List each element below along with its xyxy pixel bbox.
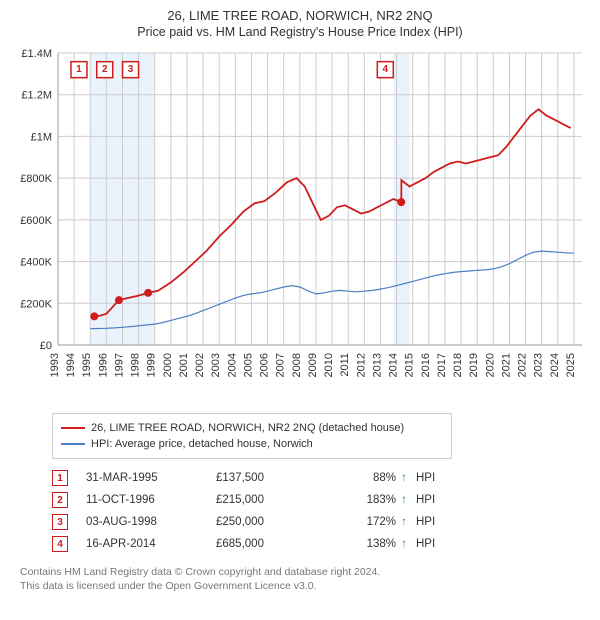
sales-row: 1 31-MAR-1995£137,50088%↑HPI: [52, 467, 590, 489]
svg-text:2014: 2014: [388, 353, 400, 377]
sale-marker-badge: 1: [52, 470, 68, 486]
svg-text:2016: 2016: [420, 353, 432, 377]
svg-text:2000: 2000: [162, 353, 174, 377]
svg-text:£1M: £1M: [31, 131, 52, 143]
sale-marker-badge: 3: [52, 514, 68, 530]
svg-text:1993: 1993: [49, 353, 61, 377]
legend-label-property: 26, LIME TREE ROAD, NORWICH, NR2 2NQ (de…: [91, 420, 404, 436]
footer-line-1: Contains HM Land Registry data © Crown c…: [20, 565, 590, 579]
svg-text:2002: 2002: [194, 353, 206, 377]
legend-item-hpi: HPI: Average price, detached house, Norw…: [61, 436, 443, 452]
sale-price: £137,500: [216, 472, 326, 484]
chart-page: 26, LIME TREE ROAD, NORWICH, NR2 2NQ Pri…: [0, 0, 600, 599]
svg-text:1995: 1995: [81, 353, 93, 377]
svg-text:£200K: £200K: [20, 298, 52, 310]
svg-text:2003: 2003: [210, 353, 222, 377]
svg-text:2023: 2023: [533, 353, 545, 377]
svg-text:2011: 2011: [339, 353, 351, 377]
page-title: 26, LIME TREE ROAD, NORWICH, NR2 2NQ: [10, 8, 590, 23]
svg-text:2018: 2018: [452, 353, 464, 377]
svg-text:2006: 2006: [259, 353, 271, 377]
svg-text:2025: 2025: [565, 353, 577, 377]
up-arrow-icon: ↑: [396, 516, 412, 528]
sales-row: 2 11-OCT-1996£215,000183%↑HPI: [52, 489, 590, 511]
sale-date: 16-APR-2014: [86, 538, 216, 550]
sale-date: 03-AUG-1998: [86, 516, 216, 528]
svg-text:1994: 1994: [65, 353, 77, 377]
svg-text:2022: 2022: [517, 353, 529, 377]
svg-text:2017: 2017: [436, 353, 448, 377]
sale-pct: 183%: [326, 494, 396, 506]
sale-pct: 138%: [326, 538, 396, 550]
sale-price: £250,000: [216, 516, 326, 528]
svg-text:2005: 2005: [242, 353, 254, 377]
page-subtitle: Price paid vs. HM Land Registry's House …: [10, 25, 590, 39]
legend-swatch-red: [61, 427, 85, 429]
svg-text:2004: 2004: [226, 353, 238, 377]
sale-date: 31-MAR-1995: [86, 472, 216, 484]
footer-line-2: This data is licensed under the Open Gov…: [20, 579, 590, 593]
legend-swatch-blue: [61, 443, 85, 445]
sale-hpi-label: HPI: [412, 494, 435, 506]
sale-date: 11-OCT-1996: [86, 494, 216, 506]
sale-pct: 88%: [326, 472, 396, 484]
svg-text:2008: 2008: [291, 353, 303, 377]
sale-marker-badge: 4: [52, 536, 68, 552]
footer-attribution: Contains HM Land Registry data © Crown c…: [20, 565, 590, 593]
svg-text:1998: 1998: [130, 353, 142, 377]
legend-label-hpi: HPI: Average price, detached house, Norw…: [91, 436, 313, 452]
sales-table: 131-MAR-1995£137,50088%↑HPI211-OCT-1996£…: [52, 467, 590, 555]
sales-row: 4 16-APR-2014£685,000138%↑HPI: [52, 533, 590, 555]
svg-text:1997: 1997: [113, 353, 125, 377]
svg-text:2020: 2020: [484, 353, 496, 377]
svg-text:£1.4M: £1.4M: [21, 48, 52, 60]
sale-pct: 172%: [326, 516, 396, 528]
svg-text:1996: 1996: [97, 353, 109, 377]
svg-text:2021: 2021: [500, 353, 512, 377]
svg-text:1: 1: [76, 64, 82, 75]
svg-text:4: 4: [383, 64, 389, 75]
svg-text:£1.2M: £1.2M: [21, 90, 52, 102]
legend: 26, LIME TREE ROAD, NORWICH, NR2 2NQ (de…: [52, 413, 452, 459]
svg-text:2007: 2007: [275, 353, 287, 377]
sale-marker-badge: 2: [52, 492, 68, 508]
svg-text:2015: 2015: [404, 353, 416, 377]
svg-text:2009: 2009: [307, 353, 319, 377]
svg-text:2010: 2010: [323, 353, 335, 377]
svg-text:2019: 2019: [468, 353, 480, 377]
svg-text:£600K: £600K: [20, 215, 52, 227]
svg-text:2: 2: [102, 64, 108, 75]
svg-text:£0: £0: [40, 340, 52, 352]
sales-row: 3 03-AUG-1998£250,000172%↑HPI: [52, 511, 590, 533]
svg-text:3: 3: [128, 64, 134, 75]
sale-hpi-label: HPI: [412, 472, 435, 484]
up-arrow-icon: ↑: [396, 494, 412, 506]
svg-text:1999: 1999: [146, 353, 158, 377]
svg-text:2013: 2013: [371, 353, 383, 377]
svg-text:£800K: £800K: [20, 173, 52, 185]
sale-hpi-label: HPI: [412, 516, 435, 528]
up-arrow-icon: ↑: [396, 472, 412, 484]
svg-text:2001: 2001: [178, 353, 190, 377]
svg-text:2024: 2024: [549, 353, 561, 377]
legend-item-property: 26, LIME TREE ROAD, NORWICH, NR2 2NQ (de…: [61, 420, 443, 436]
sale-price: £215,000: [216, 494, 326, 506]
svg-text:£400K: £400K: [20, 257, 52, 269]
up-arrow-icon: ↑: [396, 538, 412, 550]
sale-hpi-label: HPI: [412, 538, 435, 550]
svg-text:2012: 2012: [355, 353, 367, 377]
sale-price: £685,000: [216, 538, 326, 550]
price-chart: £0 £200K £400K £600K £800K £1M £1.2M £1.4M 1993 1…: [10, 45, 590, 405]
